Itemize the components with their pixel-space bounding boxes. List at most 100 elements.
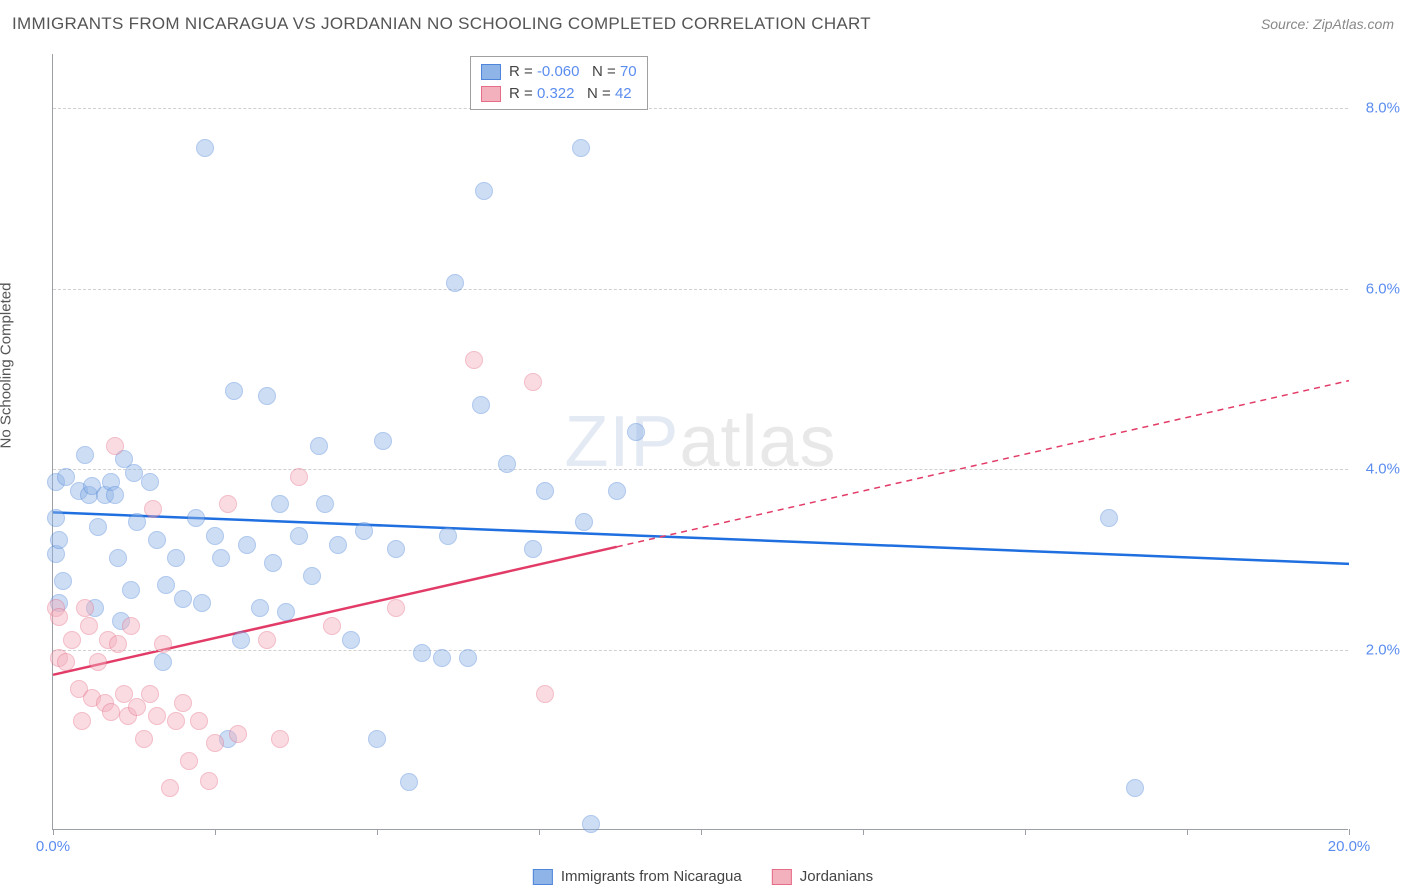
data-point bbox=[128, 698, 146, 716]
data-point bbox=[374, 432, 392, 450]
y-tick-label: 6.0% bbox=[1366, 280, 1400, 297]
gridline bbox=[53, 650, 1348, 651]
data-point bbox=[582, 815, 600, 833]
data-point bbox=[225, 382, 243, 400]
legend-swatch bbox=[772, 869, 792, 885]
data-point bbox=[187, 509, 205, 527]
x-tick bbox=[539, 829, 540, 835]
x-tick bbox=[701, 829, 702, 835]
data-point bbox=[141, 473, 159, 491]
data-point bbox=[47, 509, 65, 527]
data-point bbox=[258, 387, 276, 405]
data-point bbox=[290, 527, 308, 545]
data-point bbox=[524, 540, 542, 558]
data-point bbox=[465, 351, 483, 369]
series-legend: Immigrants from Nicaragua Jordanians bbox=[533, 866, 873, 888]
data-point bbox=[125, 464, 143, 482]
data-point bbox=[355, 522, 373, 540]
y-tick-label: 2.0% bbox=[1366, 641, 1400, 658]
data-point bbox=[193, 594, 211, 612]
data-point bbox=[174, 694, 192, 712]
data-point bbox=[1126, 779, 1144, 797]
data-point bbox=[144, 500, 162, 518]
data-point bbox=[135, 730, 153, 748]
data-point bbox=[109, 549, 127, 567]
chart-title: IMMIGRANTS FROM NICARAGUA VS JORDANIAN N… bbox=[12, 14, 871, 34]
x-tick-label: 20.0% bbox=[1328, 838, 1371, 855]
data-point bbox=[154, 653, 172, 671]
data-point bbox=[89, 653, 107, 671]
series-legend-item: Jordanians bbox=[772, 866, 873, 888]
data-point bbox=[141, 685, 159, 703]
data-point bbox=[264, 554, 282, 572]
x-tick bbox=[1187, 829, 1188, 835]
data-point bbox=[219, 495, 237, 513]
legend-row: R = -0.060 N = 70 bbox=[481, 61, 637, 83]
data-point bbox=[89, 518, 107, 536]
series-name: Immigrants from Nicaragua bbox=[561, 866, 742, 888]
data-point bbox=[433, 649, 451, 667]
data-point bbox=[102, 703, 120, 721]
data-point bbox=[572, 139, 590, 157]
data-point bbox=[50, 531, 68, 549]
data-point bbox=[498, 455, 516, 473]
data-point bbox=[251, 599, 269, 617]
x-tick bbox=[1349, 829, 1350, 835]
data-point bbox=[400, 773, 418, 791]
data-point bbox=[446, 274, 464, 292]
data-point bbox=[161, 779, 179, 797]
gridline bbox=[53, 108, 1348, 109]
y-axis-label: No Schooling Completed bbox=[0, 283, 15, 449]
data-point bbox=[387, 540, 405, 558]
data-point bbox=[174, 590, 192, 608]
data-point bbox=[290, 468, 308, 486]
data-point bbox=[536, 685, 554, 703]
trend-lines bbox=[53, 54, 1348, 829]
data-point bbox=[63, 631, 81, 649]
data-point bbox=[575, 513, 593, 531]
source-label: Source: ZipAtlas.com bbox=[1261, 16, 1394, 32]
x-tick bbox=[215, 829, 216, 835]
data-point bbox=[106, 486, 124, 504]
data-point bbox=[387, 599, 405, 617]
series-name: Jordanians bbox=[800, 866, 873, 888]
data-point bbox=[271, 495, 289, 513]
data-point bbox=[200, 772, 218, 790]
data-point bbox=[76, 599, 94, 617]
data-point bbox=[439, 527, 457, 545]
data-point bbox=[73, 712, 91, 730]
data-point bbox=[157, 576, 175, 594]
data-point bbox=[80, 617, 98, 635]
x-tick bbox=[863, 829, 864, 835]
data-point bbox=[167, 549, 185, 567]
data-point bbox=[122, 617, 140, 635]
scatter-chart: ZIPatlas 2.0%4.0%6.0%8.0%0.0%20.0% bbox=[52, 54, 1348, 830]
data-point bbox=[76, 446, 94, 464]
data-point bbox=[475, 182, 493, 200]
data-point bbox=[229, 725, 247, 743]
data-point bbox=[212, 549, 230, 567]
x-tick bbox=[377, 829, 378, 835]
data-point bbox=[206, 527, 224, 545]
data-point bbox=[57, 653, 75, 671]
data-point bbox=[238, 536, 256, 554]
data-point bbox=[608, 482, 626, 500]
data-point bbox=[316, 495, 334, 513]
x-tick bbox=[53, 829, 54, 835]
data-point bbox=[277, 603, 295, 621]
data-point bbox=[180, 752, 198, 770]
data-point bbox=[342, 631, 360, 649]
data-point bbox=[258, 631, 276, 649]
data-point bbox=[190, 712, 208, 730]
data-point bbox=[232, 631, 250, 649]
gridline bbox=[53, 469, 1348, 470]
data-point bbox=[128, 513, 146, 531]
correlation-legend: R = -0.060 N = 70R = 0.322 N = 42 bbox=[470, 56, 648, 110]
y-tick-label: 4.0% bbox=[1366, 461, 1400, 478]
data-point bbox=[472, 396, 490, 414]
gridline bbox=[53, 289, 1348, 290]
legend-swatch bbox=[481, 86, 501, 102]
data-point bbox=[148, 707, 166, 725]
y-tick-label: 8.0% bbox=[1366, 100, 1400, 117]
data-point bbox=[303, 567, 321, 585]
